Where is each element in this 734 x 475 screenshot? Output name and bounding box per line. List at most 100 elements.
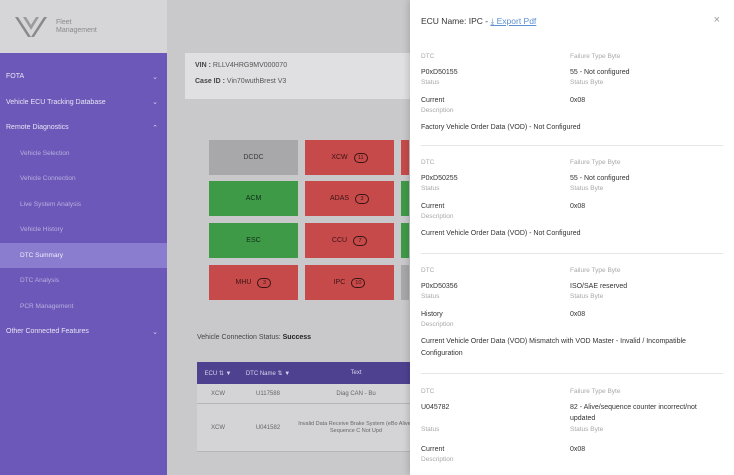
column-header-ecu[interactable]: ECU ⇅ ▼ xyxy=(204,370,232,377)
description-label: Description xyxy=(421,456,454,463)
status-byte-value: 0x08 xyxy=(570,97,586,104)
ecu-tile-partial[interactable] xyxy=(401,181,409,216)
status-value: Current xyxy=(421,446,445,453)
ecu-tile-partial[interactable] xyxy=(401,140,409,175)
brand-logo[interactable]: Fleet Management xyxy=(0,0,167,53)
sidebar-item-vehicle-history[interactable]: Vehicle History xyxy=(0,217,167,243)
ecu-tile-ipc[interactable]: IPC 10 xyxy=(305,265,394,300)
vinfast-logo-icon xyxy=(15,16,47,37)
status-byte-label: Status Byte xyxy=(570,293,604,300)
table-cell: XCW xyxy=(211,424,225,431)
sidebar-item-label: Live System Analysis xyxy=(20,200,82,208)
close-icon[interactable]: × xyxy=(713,14,720,26)
panel-header: ECU Name: IPC - ⤓ Export Pdf × xyxy=(410,0,734,46)
ecu-tile-mhu[interactable]: MHU 3 xyxy=(209,265,298,300)
column-header-dtc-name[interactable]: DTC Name ⇅ ▼ xyxy=(245,370,291,377)
ecu-tile-label: ACM xyxy=(245,195,262,202)
divider xyxy=(421,145,723,146)
dtc-value: U045782 xyxy=(421,404,450,411)
table-row[interactable]: XCW U117588 Diag CAN - Bu xyxy=(197,384,415,404)
description-value: Factory Vehicle Order Data (VOD) - Not C… xyxy=(421,124,581,131)
vehicle-info-card: VIN : RLLV4HRG9MV000070 Case ID : Vin70w… xyxy=(185,53,415,99)
failure-type-label: Failure Type Byte xyxy=(570,53,621,60)
sidebar-item-label: Vehicle History xyxy=(20,226,63,234)
dtc-count-badge: 7 xyxy=(353,235,368,246)
table-cell: U041582 xyxy=(255,424,281,431)
dtc-label: DTC xyxy=(421,53,435,60)
ecu-tile-label: CCU xyxy=(331,237,348,244)
dtc-label: DTC xyxy=(421,159,435,166)
chevron-down-icon: ⌄ xyxy=(152,328,158,336)
export-pdf-link[interactable]: ⤓ Export Pdf xyxy=(490,16,536,26)
sidebar-item-remote-diagnostics[interactable]: Remote Diagnostics ⌃ xyxy=(0,115,167,141)
ecu-tile-esc[interactable]: ESC xyxy=(209,223,298,258)
status-value: History xyxy=(421,311,443,318)
column-header-text[interactable]: Text xyxy=(350,370,362,376)
description-label: Description xyxy=(421,107,454,114)
status-value: Current xyxy=(421,97,445,104)
failure-type-value: 55 - Not configured xyxy=(570,175,630,182)
dtc-count-badge: 3 xyxy=(355,193,370,204)
description-label: Description xyxy=(421,213,454,220)
status-label: Status xyxy=(421,79,440,86)
dtc-count-badge: 10 xyxy=(351,277,366,288)
failure-type-value: ISO/SAE reserved xyxy=(570,283,628,290)
divider xyxy=(421,253,723,254)
connection-status: Vehicle Connection Status: Success xyxy=(197,334,311,341)
sidebar-item-live-system-analysis[interactable]: Live System Analysis xyxy=(0,192,167,218)
sidebar: Fleet Management FOTA ⌄ Vehicle ECU Trac… xyxy=(0,0,167,475)
sidebar-item-label: Remote Diagnostics xyxy=(6,124,69,132)
download-icon: ⤓ xyxy=(490,16,495,26)
ecu-tile-label: DCDC xyxy=(243,154,264,161)
vin-row: VIN : RLLV4HRG9MV000070 xyxy=(195,62,405,69)
dtc-label: DTC xyxy=(421,267,435,274)
sidebar-item-dtc-analysis[interactable]: DTC Analysis xyxy=(0,268,167,294)
failure-type-value: 82 - Alive/sequence counter incorrect/no… xyxy=(570,404,697,422)
sidebar-item-vehicle-connection[interactable]: Vehicle Connection xyxy=(0,166,167,192)
failure-type-label: Failure Type Byte xyxy=(570,159,621,166)
status-label: Status xyxy=(421,293,440,300)
dtc-table-header: ECU ⇅ ▼ DTC Name ⇅ ▼ Text xyxy=(197,362,415,384)
ecu-tile-label: XCW xyxy=(331,154,348,161)
sidebar-item-pcr-management[interactable]: PCR Management xyxy=(0,294,167,320)
status-byte-label: Status Byte xyxy=(570,426,604,433)
ecu-tile-ccu[interactable]: CCU 7 xyxy=(305,223,394,258)
chevron-up-icon: ⌃ xyxy=(152,124,158,132)
table-row[interactable]: XCW U041582 Invalid Data Receive Brake S… xyxy=(197,404,415,452)
sidebar-item-ecu-tracking[interactable]: Vehicle ECU Tracking Database ⌄ xyxy=(0,90,167,116)
ecu-tile-acm[interactable]: ACM xyxy=(209,181,298,216)
ecu-detail-panel: ECU Name: IPC - ⤓ Export Pdf × DTC Failu… xyxy=(410,0,734,475)
sidebar-item-vehicle-selection[interactable]: Vehicle Selection xyxy=(0,141,167,167)
ecu-tile-adas[interactable]: ADAS 3 xyxy=(305,181,394,216)
case-label: Case ID : xyxy=(195,78,225,85)
ecu-tile-partial[interactable] xyxy=(401,223,409,258)
ecu-tile-xcw[interactable]: XCW 11 xyxy=(305,140,394,175)
ecu-tile-label: MHU xyxy=(235,279,252,286)
sidebar-item-dtc-summary[interactable]: DTC Summary xyxy=(0,242,167,268)
failure-type-label: Failure Type Byte xyxy=(570,388,621,395)
sidebar-item-label: DTC Analysis xyxy=(20,277,60,285)
brand-line1: Fleet xyxy=(56,18,72,26)
status-label: Status xyxy=(421,185,440,192)
ecu-name-label: ECU Name: xyxy=(421,16,467,26)
ecu-tile-partial[interactable] xyxy=(401,265,409,300)
table-cell: Invalid Data Receive Brake System (eBo A… xyxy=(298,420,414,434)
sidebar-item-other-connected[interactable]: Other Connected Features ⌄ xyxy=(0,319,167,345)
table-cell: XCW xyxy=(211,390,225,397)
table-cell: U117588 xyxy=(256,390,280,397)
case-value: Vin70wuthBrest V3 xyxy=(226,78,287,85)
status-value: Current xyxy=(421,203,445,210)
dtc-value: P0xD50356 xyxy=(421,283,458,290)
sidebar-item-label: DTC Summary xyxy=(20,251,63,259)
chevron-down-icon: ⌄ xyxy=(152,73,158,81)
sidebar-nav: FOTA ⌄ Vehicle ECU Tracking Database ⌄ R… xyxy=(0,64,167,345)
sidebar-item-label: PCR Management xyxy=(20,302,74,310)
status-byte-label: Status Byte xyxy=(570,79,604,86)
failure-type-value: 55 - Not configured xyxy=(570,69,630,76)
dtc-value: P0xD50255 xyxy=(421,175,458,182)
sidebar-item-fota[interactable]: FOTA ⌄ xyxy=(0,64,167,90)
description-label: Description xyxy=(421,321,454,328)
panel-title: ECU Name: IPC - ⤓ Export Pdf xyxy=(421,16,536,46)
ecu-tile-label: IPC xyxy=(333,279,346,286)
ecu-tile-dcdc[interactable]: DCDC xyxy=(209,140,298,175)
